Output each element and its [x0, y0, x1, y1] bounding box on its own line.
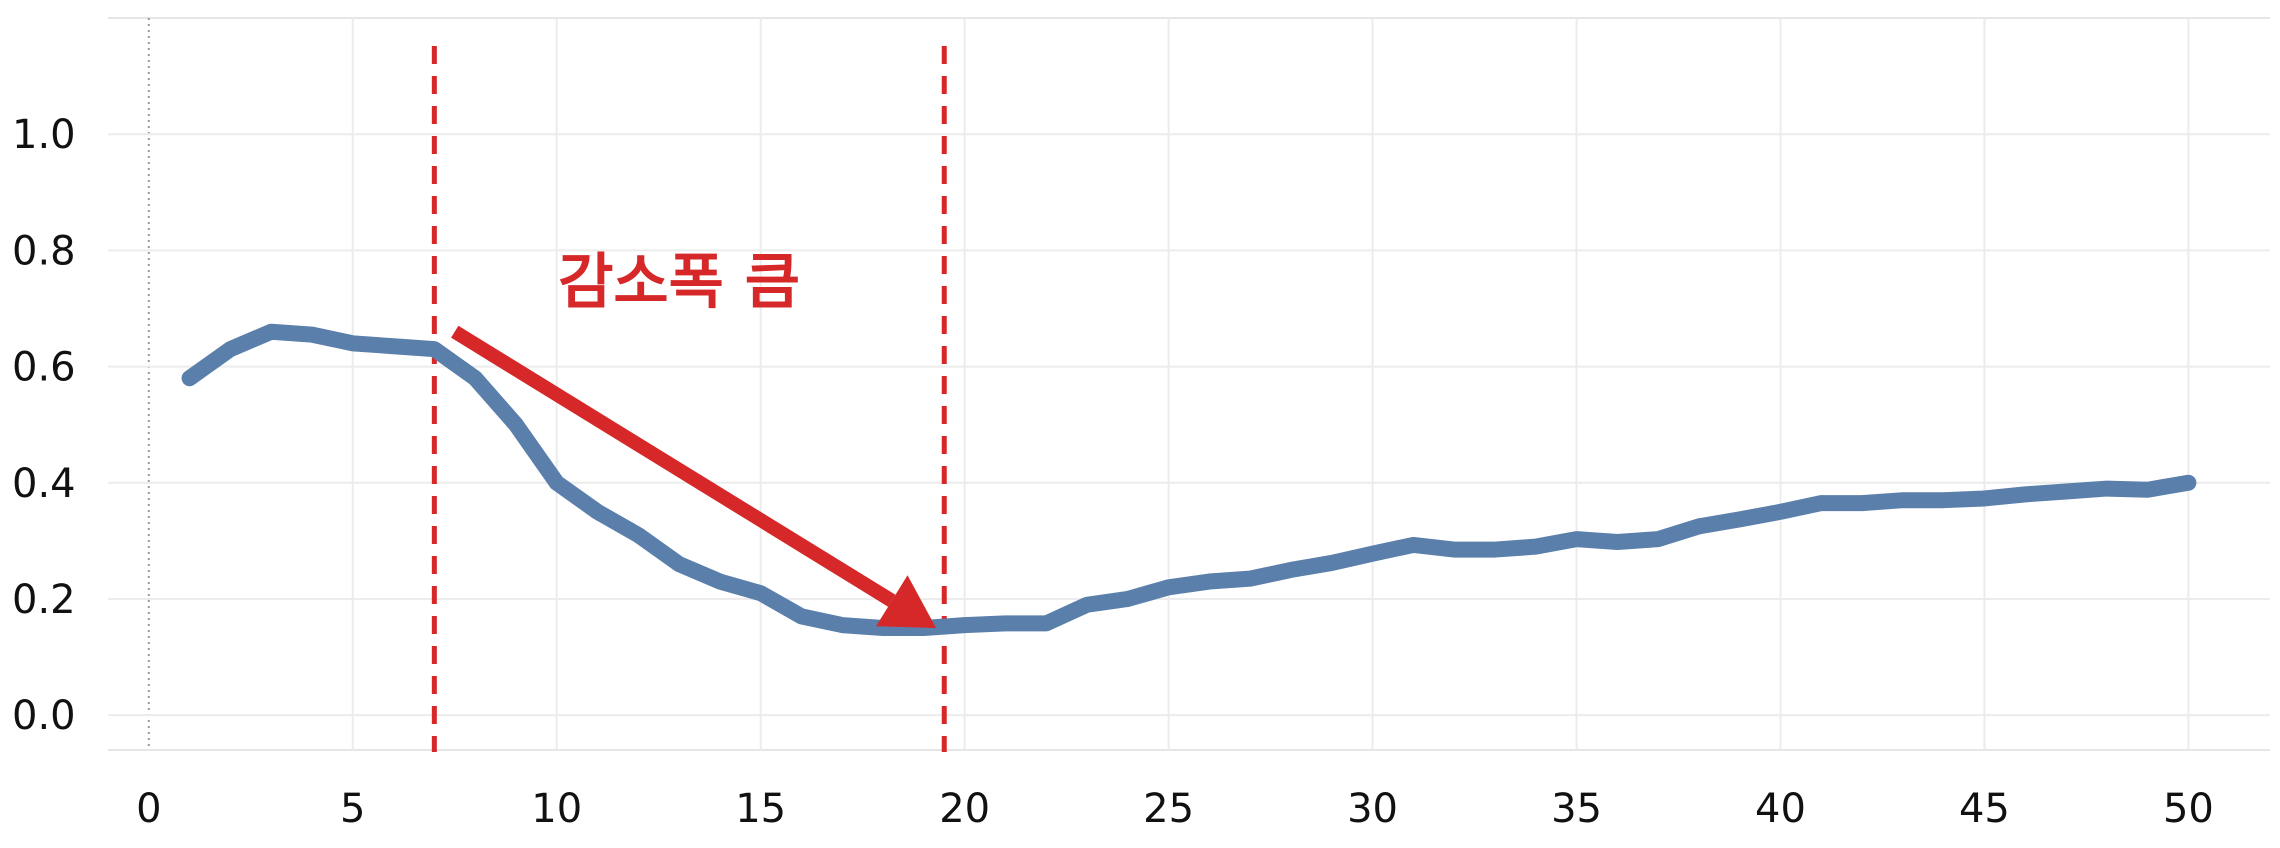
- x-tick-label: 10: [531, 786, 582, 832]
- y-tick-label: 0.0: [12, 693, 76, 739]
- trend-arrow-head: [876, 575, 937, 628]
- x-tick-label: 40: [1755, 786, 1806, 832]
- y-tick-label: 0.4: [12, 461, 76, 507]
- x-tick-label: 45: [1959, 786, 2010, 832]
- x-tick-label: 35: [1551, 786, 1602, 832]
- annotations: 감소폭 큼: [451, 247, 937, 628]
- y-tick-label: 1.0: [12, 112, 76, 158]
- trend-arrow-shaft: [451, 325, 896, 607]
- y-tick-label: 0.2: [12, 577, 76, 623]
- x-tick-label: 20: [939, 786, 990, 832]
- x-tick-label: 25: [1143, 786, 1194, 832]
- y-tick-label: 0.8: [12, 228, 76, 274]
- annotation-label: 감소폭 큼: [558, 247, 800, 317]
- x-tick-label: 15: [735, 786, 786, 832]
- x-tick-label: 0: [136, 786, 161, 832]
- reference-lines: [431, 46, 947, 752]
- x-tick-label: 5: [340, 786, 365, 832]
- series-lines: [181, 323, 2197, 636]
- axes: 0 5 10 15 20 25 30 35 40 45 50 0.0 0.2 0.4 0.6 0.8 1.0: [12, 112, 2214, 832]
- series-line: [181, 323, 2197, 636]
- y-tick-label: 0.6: [12, 345, 76, 391]
- x-tick-label: 50: [2163, 786, 2214, 832]
- x-tick-label: 30: [1347, 786, 1398, 832]
- grid-lines: [108, 17, 2270, 751]
